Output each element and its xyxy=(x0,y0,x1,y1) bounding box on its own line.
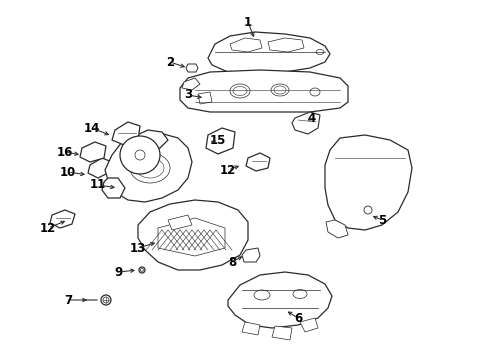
Polygon shape xyxy=(88,158,112,178)
Ellipse shape xyxy=(103,297,109,303)
Text: 14: 14 xyxy=(84,122,100,135)
Ellipse shape xyxy=(101,295,111,305)
Polygon shape xyxy=(105,133,192,202)
Polygon shape xyxy=(230,38,262,52)
Ellipse shape xyxy=(271,84,289,96)
Text: 10: 10 xyxy=(60,166,76,179)
Ellipse shape xyxy=(120,136,160,174)
Polygon shape xyxy=(180,70,348,112)
Ellipse shape xyxy=(254,290,270,300)
Polygon shape xyxy=(158,218,225,256)
Text: 11: 11 xyxy=(90,179,106,192)
Text: 9: 9 xyxy=(114,266,122,279)
Polygon shape xyxy=(198,92,212,104)
Polygon shape xyxy=(208,32,330,74)
Text: 13: 13 xyxy=(130,242,146,255)
Text: 3: 3 xyxy=(184,89,192,102)
Ellipse shape xyxy=(230,84,250,98)
Polygon shape xyxy=(228,272,332,328)
Text: 15: 15 xyxy=(210,134,226,147)
Text: 2: 2 xyxy=(166,55,174,68)
Ellipse shape xyxy=(248,251,256,259)
Polygon shape xyxy=(242,248,260,262)
Ellipse shape xyxy=(136,158,164,178)
Text: 5: 5 xyxy=(378,213,386,226)
Polygon shape xyxy=(186,64,198,72)
Polygon shape xyxy=(102,178,125,198)
Text: 12: 12 xyxy=(220,163,236,176)
Polygon shape xyxy=(292,112,320,134)
Polygon shape xyxy=(80,142,106,162)
Ellipse shape xyxy=(364,206,372,214)
Polygon shape xyxy=(132,130,168,150)
Polygon shape xyxy=(326,220,348,238)
Ellipse shape xyxy=(274,86,286,94)
Ellipse shape xyxy=(293,289,307,298)
Ellipse shape xyxy=(250,253,254,257)
Ellipse shape xyxy=(233,86,247,95)
Text: 1: 1 xyxy=(244,15,252,28)
Polygon shape xyxy=(325,135,412,230)
Polygon shape xyxy=(272,326,292,340)
Ellipse shape xyxy=(139,267,145,273)
Text: 8: 8 xyxy=(228,256,236,269)
Polygon shape xyxy=(50,210,75,228)
Polygon shape xyxy=(168,215,192,230)
Ellipse shape xyxy=(310,88,320,96)
Polygon shape xyxy=(138,200,248,270)
Text: 6: 6 xyxy=(294,311,302,324)
Text: 7: 7 xyxy=(64,293,72,306)
Text: 4: 4 xyxy=(308,112,316,125)
Ellipse shape xyxy=(189,65,195,71)
Polygon shape xyxy=(300,318,318,332)
Text: 12: 12 xyxy=(40,221,56,234)
Polygon shape xyxy=(242,322,260,335)
Ellipse shape xyxy=(316,49,324,54)
Polygon shape xyxy=(268,38,304,52)
Text: 16: 16 xyxy=(57,145,73,158)
Ellipse shape xyxy=(141,269,144,271)
Ellipse shape xyxy=(130,153,170,183)
Polygon shape xyxy=(182,78,200,90)
Polygon shape xyxy=(112,122,140,145)
Polygon shape xyxy=(206,128,235,154)
Polygon shape xyxy=(246,153,270,171)
Ellipse shape xyxy=(135,150,145,160)
Ellipse shape xyxy=(191,67,194,69)
